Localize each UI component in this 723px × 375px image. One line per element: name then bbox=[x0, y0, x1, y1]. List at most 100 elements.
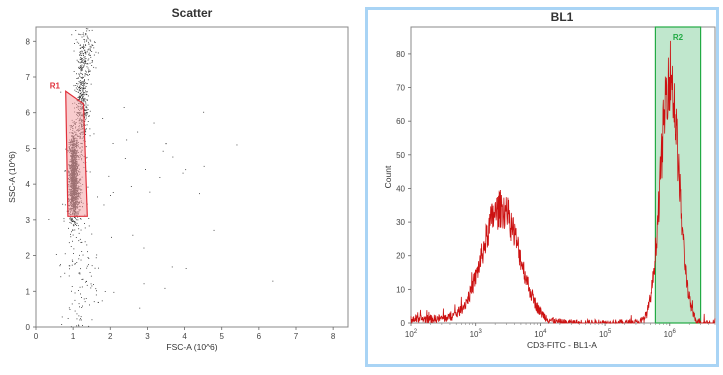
scatter-point bbox=[78, 87, 80, 88]
scatter-point bbox=[77, 85, 78, 87]
scatter-point bbox=[88, 225, 90, 227]
scatter-point bbox=[68, 307, 70, 309]
scatter-point bbox=[81, 55, 82, 56]
scatter-point bbox=[86, 91, 88, 93]
scatter-point bbox=[91, 65, 93, 66]
scatter-point bbox=[80, 59, 82, 60]
scatter-point bbox=[79, 272, 81, 274]
scatter-x-tick-label: 5 bbox=[219, 332, 224, 341]
histogram-y-tick-label: 60 bbox=[396, 117, 405, 126]
scatter-point bbox=[143, 283, 145, 285]
scatter-point bbox=[81, 64, 83, 66]
scatter-point bbox=[77, 216, 79, 218]
scatter-point bbox=[85, 90, 86, 92]
scatter-point bbox=[74, 216, 76, 218]
scatter-point bbox=[76, 222, 78, 224]
scatter-point bbox=[89, 128, 91, 130]
scatter-point bbox=[89, 135, 91, 137]
gate-r1[interactable] bbox=[65, 90, 88, 217]
scatter-point bbox=[69, 268, 70, 270]
scatter-point bbox=[79, 44, 81, 46]
scatter-point bbox=[80, 87, 82, 89]
scatter-point bbox=[83, 94, 85, 96]
scatter-point bbox=[87, 112, 89, 114]
scatter-point bbox=[112, 143, 114, 144]
scatter-point bbox=[83, 88, 85, 89]
scatter-point bbox=[90, 83, 92, 85]
scatter-point bbox=[94, 41, 95, 43]
scatter-point bbox=[74, 310, 76, 312]
scatter-point bbox=[76, 83, 77, 84]
scatter-point bbox=[81, 84, 82, 86]
scatter-point bbox=[91, 60, 93, 61]
scatter-point bbox=[94, 42, 96, 43]
scatter-point bbox=[83, 47, 84, 49]
scatter-point bbox=[75, 30, 77, 31]
scatter-point bbox=[85, 115, 87, 117]
scatter-point bbox=[82, 96, 84, 97]
scatter-point bbox=[73, 50, 75, 52]
scatter-point bbox=[185, 169, 187, 171]
scatter-point bbox=[90, 283, 92, 285]
scatter-point bbox=[63, 218, 65, 220]
scatter-point bbox=[81, 100, 83, 102]
scatter-point bbox=[82, 46, 84, 48]
scatter-point bbox=[93, 133, 95, 135]
scatter-point bbox=[72, 234, 74, 236]
scatter-point bbox=[79, 48, 81, 49]
scatter-point bbox=[80, 65, 82, 66]
scatter-point bbox=[88, 218, 90, 219]
scatter-point bbox=[81, 67, 83, 69]
scatter-point bbox=[85, 134, 86, 135]
scatter-point bbox=[85, 107, 87, 108]
scatter-plot-area[interactable] bbox=[35, 26, 349, 328]
scatter-point bbox=[71, 290, 72, 292]
scatter-point bbox=[84, 113, 86, 114]
scatter-point bbox=[68, 242, 70, 244]
scatter-point bbox=[73, 248, 75, 250]
scatter-point bbox=[85, 109, 86, 111]
scatter-point bbox=[172, 156, 174, 158]
scatter-point bbox=[64, 253, 66, 255]
scatter-point bbox=[86, 267, 88, 269]
histogram-plot[interactable]: BL1 R2 102 103 104 105 106 0 10 20 30 40 50 60 70 80… bbox=[365, 0, 723, 375]
scatter-point bbox=[87, 109, 89, 110]
histogram-panel[interactable]: BL1 R2 102 103 104 105 106 0 10 20 30 40 50 60 70 80… bbox=[365, 0, 723, 375]
scatter-point bbox=[90, 287, 92, 289]
scatter-point bbox=[79, 45, 81, 46]
scatter-point bbox=[68, 265, 70, 267]
scatter-point bbox=[203, 165, 205, 167]
scatter-point bbox=[83, 99, 85, 101]
scatter-point bbox=[79, 66, 81, 68]
scatter-point bbox=[80, 61, 82, 63]
scatter-point bbox=[85, 61, 86, 63]
scatter-point bbox=[83, 94, 85, 96]
scatter-point bbox=[86, 83, 88, 84]
scatter-point bbox=[91, 61, 93, 63]
scatter-point bbox=[86, 74, 88, 76]
scatter-point bbox=[82, 94, 84, 96]
scatter-point bbox=[91, 233, 93, 235]
scatter-point bbox=[83, 298, 85, 300]
scatter-point bbox=[95, 294, 97, 296]
scatter-point bbox=[70, 222, 72, 224]
scatter-point bbox=[80, 66, 82, 68]
scatter-point bbox=[77, 61, 79, 62]
scatter-point bbox=[86, 30, 88, 32]
scatter-point bbox=[86, 156, 88, 158]
scatter-point bbox=[88, 41, 89, 43]
scatter-point bbox=[78, 228, 80, 230]
scatter-point bbox=[82, 88, 84, 90]
scatter-point bbox=[84, 51, 86, 53]
scatter-point bbox=[95, 67, 97, 69]
scatter-point bbox=[73, 253, 74, 254]
scatter-point bbox=[78, 95, 80, 97]
scatter-point bbox=[87, 75, 89, 76]
scatter-point bbox=[73, 85, 75, 87]
scatter-plot[interactable]: Scatter R1 0 1 2 3 4 5 6 7 8 0 1 2 3 4 5 6 7 8 FSC-A (10… bbox=[0, 0, 360, 375]
histogram-x-tick-label: 104 bbox=[534, 329, 547, 339]
scatter-point bbox=[85, 44, 86, 46]
scatter-panel[interactable]: Scatter R1 0 1 2 3 4 5 6 7 8 0 1 2 3 4 5 6 7 8 FSC-A (10… bbox=[0, 0, 360, 375]
scatter-point bbox=[83, 65, 85, 67]
scatter-point bbox=[75, 39, 77, 41]
